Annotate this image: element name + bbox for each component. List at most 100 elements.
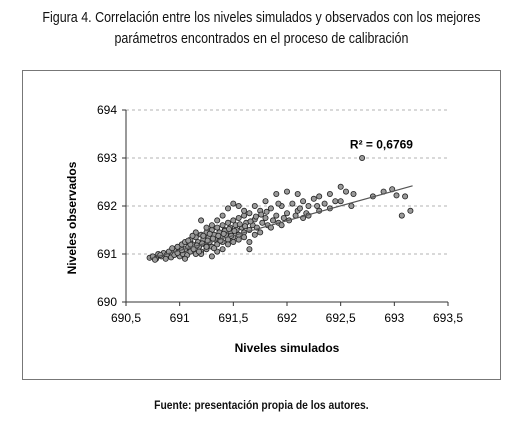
- grid-lines: [126, 109, 448, 255]
- data-point: [326, 190, 333, 197]
- x-tick-label: 690,5: [111, 311, 141, 325]
- data-point: [236, 221, 243, 228]
- data-point: [283, 188, 290, 195]
- x-tick-label: 692,5: [326, 311, 356, 325]
- data-point: [181, 255, 188, 262]
- x-tick-label: 693: [384, 311, 404, 325]
- data-point: [203, 224, 210, 231]
- data-point: [257, 229, 264, 236]
- data-point: [359, 154, 366, 161]
- data-point: [219, 212, 226, 219]
- data-point: [241, 234, 248, 241]
- trendline: [149, 185, 413, 260]
- data-point: [219, 246, 226, 253]
- figure-title-line-2: parámetros encontrados en el proceso de …: [114, 31, 409, 47]
- data-point: [278, 222, 285, 229]
- data-point: [224, 241, 231, 248]
- data-point: [242, 223, 249, 230]
- data-point: [273, 190, 280, 197]
- data-point: [214, 217, 221, 224]
- data-point: [203, 243, 210, 250]
- data-point: [275, 200, 282, 207]
- data-point: [235, 202, 242, 209]
- figure-title-line-1: Figura 4. Correlación entre los niveles …: [42, 10, 481, 26]
- data-point: [251, 231, 258, 238]
- data-point: [230, 238, 237, 245]
- data-point: [350, 190, 357, 197]
- data-point: [280, 214, 287, 221]
- data-point: [241, 207, 248, 214]
- data-point: [269, 217, 276, 224]
- data-point: [208, 253, 215, 260]
- data-point: [263, 208, 270, 215]
- data-point: [225, 225, 232, 232]
- data-point: [224, 219, 231, 226]
- data-point: [246, 210, 253, 217]
- data-point: [251, 202, 258, 209]
- figure-source: Fuente: presentación propia de los autor…: [154, 398, 369, 412]
- data-point: [214, 224, 221, 231]
- trendline-segment: [149, 185, 413, 260]
- data-point: [407, 207, 414, 214]
- data-point: [215, 232, 222, 239]
- x-tick-label: 691,5: [218, 311, 248, 325]
- data-point: [246, 246, 253, 253]
- data-point: [398, 212, 405, 219]
- data-point: [214, 241, 221, 248]
- data-point: [289, 200, 296, 207]
- data-point: [294, 190, 301, 197]
- data-point: [337, 183, 344, 190]
- axes: [122, 109, 449, 306]
- data-point: [316, 193, 323, 200]
- data-point: [402, 193, 409, 200]
- data-point: [162, 255, 169, 262]
- data-point: [348, 202, 355, 209]
- data-point: [189, 232, 196, 239]
- data-point: [185, 237, 192, 244]
- data-point: [169, 245, 176, 252]
- y-tick-label: 690: [97, 295, 117, 309]
- data-point: [337, 198, 344, 205]
- data-point: [259, 219, 266, 226]
- data-point: [305, 202, 312, 209]
- data-point: [262, 198, 269, 205]
- x-tick-label: 692: [277, 311, 297, 325]
- x-tick-label: 693,5: [433, 311, 463, 325]
- data-point: [230, 217, 237, 224]
- data-point: [246, 238, 253, 245]
- data-point: [235, 236, 242, 243]
- y-tick-label: 692: [97, 199, 117, 213]
- data-points: [146, 154, 414, 263]
- data-point: [210, 245, 217, 252]
- data-point: [300, 198, 307, 205]
- data-point: [262, 214, 269, 221]
- data-point: [321, 200, 328, 207]
- y-axis-label: Niveles observados: [65, 161, 79, 274]
- data-point: [230, 200, 237, 207]
- data-point: [208, 222, 215, 229]
- chart-frame: [22, 70, 501, 380]
- x-axis-label: Niveles simulados: [235, 341, 340, 355]
- data-point: [332, 198, 339, 205]
- data-point: [273, 212, 280, 219]
- data-point: [220, 230, 227, 237]
- data-point: [258, 211, 265, 218]
- y-tick-label: 694: [97, 103, 117, 117]
- data-point: [393, 192, 400, 199]
- data-point: [267, 205, 274, 212]
- figure-title: Figura 4. Correlación entre los niveles …: [37, 8, 487, 50]
- data-point: [198, 217, 205, 224]
- x-tick-label: 691: [170, 311, 190, 325]
- data-point: [195, 248, 202, 255]
- data-point: [314, 202, 321, 209]
- y-tick-label: 693: [97, 151, 117, 165]
- data-point: [231, 227, 238, 234]
- y-tick-label: 691: [97, 247, 117, 261]
- data-point: [224, 205, 231, 212]
- data-point: [206, 230, 213, 237]
- data-point: [247, 218, 254, 225]
- data-point: [310, 195, 317, 202]
- data-point: [342, 188, 349, 195]
- data-point: [296, 205, 303, 212]
